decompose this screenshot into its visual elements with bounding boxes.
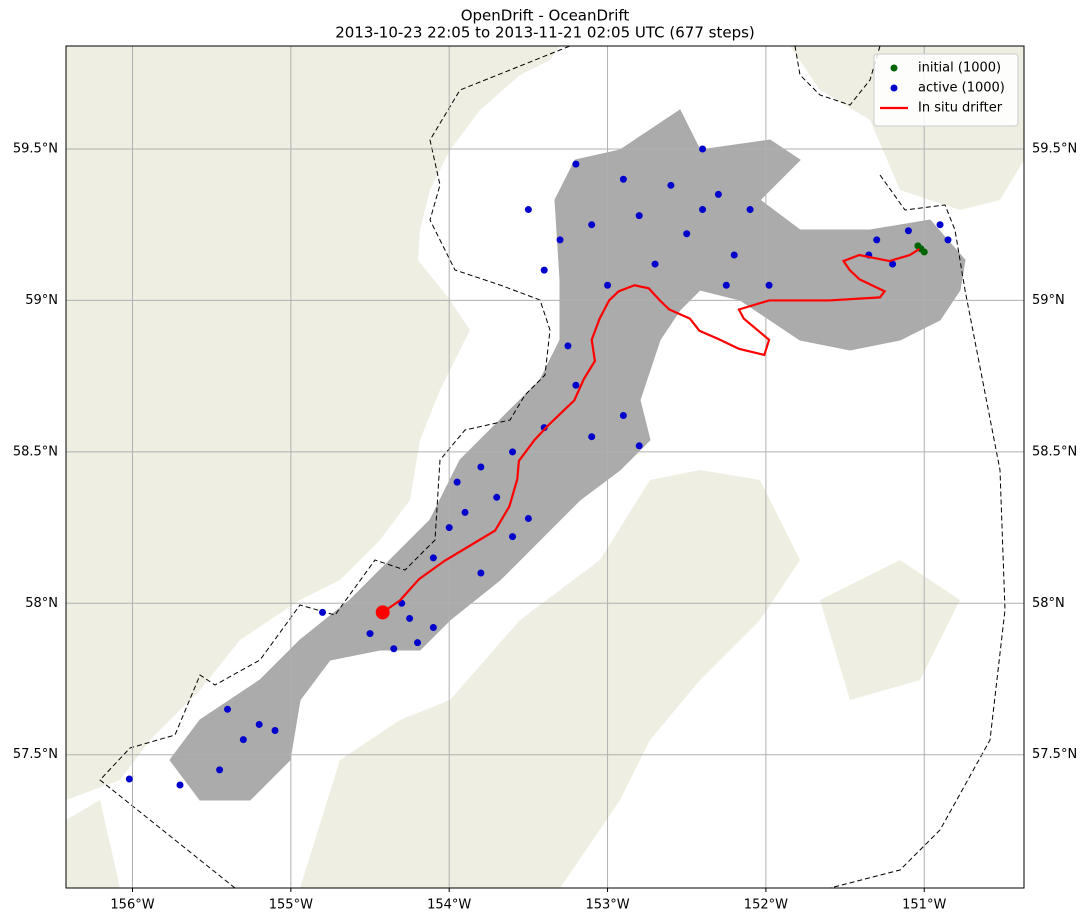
particle bbox=[722, 281, 730, 289]
y-tick-label: 58°N bbox=[25, 596, 58, 611]
marks bbox=[125, 145, 952, 789]
particle bbox=[216, 766, 224, 774]
particle bbox=[524, 514, 532, 522]
particle bbox=[572, 381, 580, 389]
particle bbox=[936, 221, 944, 229]
particle bbox=[572, 160, 580, 168]
particle bbox=[125, 775, 133, 783]
legend-swatch bbox=[890, 84, 898, 92]
chart-subtitle: 2013-10-23 22:05 to 2013-11-21 02:05 UTC… bbox=[335, 24, 755, 42]
particle bbox=[604, 281, 612, 289]
legend: initial (1000) active (1000) In situ drift… bbox=[873, 53, 1019, 127]
particle bbox=[493, 493, 501, 501]
x-tick-label: 151°W bbox=[902, 898, 946, 913]
particle bbox=[564, 342, 572, 350]
particle bbox=[477, 463, 485, 471]
drifter-track bbox=[382, 248, 921, 614]
legend-box bbox=[873, 53, 1019, 127]
particle bbox=[699, 145, 707, 153]
particle bbox=[429, 554, 437, 562]
particle bbox=[366, 630, 374, 638]
particle bbox=[635, 212, 643, 220]
particle bbox=[239, 736, 247, 744]
x-tick-label: 155°W bbox=[269, 898, 313, 913]
particle bbox=[524, 206, 532, 214]
particle bbox=[255, 720, 263, 728]
particle bbox=[271, 727, 279, 735]
y-tick-label-right: 58.5°N bbox=[1032, 444, 1077, 459]
x-tick-label: 153°W bbox=[585, 898, 629, 913]
particle bbox=[406, 614, 414, 622]
basemap bbox=[66, 46, 1024, 888]
particle bbox=[730, 251, 738, 259]
particle bbox=[651, 260, 659, 268]
particle bbox=[461, 508, 469, 516]
particle bbox=[414, 639, 422, 647]
particle bbox=[889, 260, 897, 268]
particle bbox=[429, 624, 437, 632]
particle bbox=[176, 781, 184, 789]
legend-label: In situ drifter bbox=[918, 101, 1003, 116]
y-tick-label: 59.5°N bbox=[13, 141, 58, 156]
particle bbox=[635, 442, 643, 450]
particle bbox=[477, 569, 485, 577]
frame bbox=[65, 45, 1025, 889]
particle bbox=[453, 478, 461, 486]
particle bbox=[904, 227, 912, 235]
y-tick-label: 59°N bbox=[25, 293, 58, 308]
particle bbox=[746, 206, 754, 214]
y-tick-label-right: 57.5°N bbox=[1032, 747, 1077, 762]
particle bbox=[699, 206, 707, 214]
y-tick-label-right: 59.5°N bbox=[1032, 141, 1077, 156]
boundary bbox=[829, 174, 1006, 888]
legend-label: initial (1000) bbox=[918, 61, 1001, 76]
particle bbox=[619, 412, 627, 420]
boundary bbox=[99, 46, 571, 888]
particle bbox=[509, 533, 517, 541]
x-tick-label: 156°W bbox=[110, 898, 154, 913]
particle bbox=[588, 221, 596, 229]
land bbox=[66, 800, 120, 888]
legend-swatch bbox=[890, 64, 898, 72]
particle bbox=[556, 236, 564, 244]
particle bbox=[588, 433, 596, 441]
particle bbox=[509, 448, 517, 456]
x-tick-label: 152°W bbox=[744, 898, 788, 913]
particle bbox=[714, 190, 722, 198]
particle bbox=[944, 236, 952, 244]
particle bbox=[390, 645, 398, 653]
particle bbox=[224, 705, 232, 713]
particle bbox=[667, 181, 675, 189]
particle bbox=[920, 248, 928, 256]
particle bbox=[873, 236, 881, 244]
chart-title: OpenDrift - OceanDrift bbox=[461, 7, 630, 25]
particle bbox=[765, 281, 773, 289]
y-tick-label: 57.5°N bbox=[13, 747, 58, 762]
particle bbox=[540, 266, 548, 274]
particle bbox=[683, 230, 691, 238]
land bbox=[66, 46, 560, 800]
land bbox=[820, 560, 960, 700]
legend-label: active (1000) bbox=[918, 81, 1005, 96]
particle bbox=[445, 524, 453, 532]
drifter-end bbox=[375, 605, 390, 620]
y-tick-label-right: 58°N bbox=[1032, 596, 1065, 611]
particle bbox=[619, 175, 627, 183]
x-tick-label: 154°W bbox=[427, 898, 471, 913]
y-tick-label-right: 59°N bbox=[1032, 293, 1065, 308]
boundary bbox=[794, 46, 881, 106]
land bbox=[300, 470, 800, 888]
y-tick-label: 58.5°N bbox=[13, 444, 58, 459]
particle bbox=[914, 242, 922, 250]
grid bbox=[66, 46, 1024, 888]
particle bbox=[319, 608, 327, 616]
